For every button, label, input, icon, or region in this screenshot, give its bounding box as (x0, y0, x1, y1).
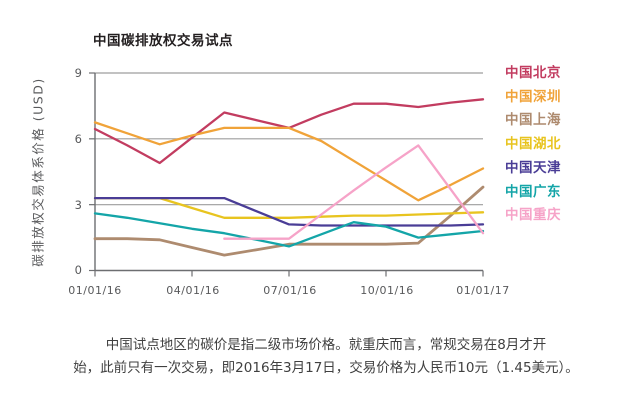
legend: 中国北京 中国深圳 中国上海 中国湖北 中国天津 中国广东 中国重庆 (505, 62, 561, 228)
x-tick-label-jan16: 01/01/16 (68, 284, 122, 297)
legend-item-tianjin: 中国天津 (505, 159, 561, 176)
footnote-line-2: 始，此前只有一次交易，即2016年3月17日，交易价格为人民币10元（1.45美… (73, 360, 579, 376)
chart-title: 中国碳排放权交易试点 (93, 33, 233, 49)
legend-item-beijing: 中国北京 (505, 65, 561, 81)
footnote-line-1: 中国试点地区的碳价是指二级市场价格。就重庆而言，常规交易在8月才开 (105, 337, 547, 353)
legend-item-shanghai: 中国上海 (505, 112, 561, 129)
y-tick-label-9: 9 (74, 66, 82, 80)
series-line-shenzhen (93, 121, 485, 202)
y-tick-label-0: 0 (74, 263, 82, 277)
y-tick-label-3: 3 (74, 198, 82, 212)
series-line-hubei (93, 196, 485, 219)
x-tick-label-jan17: 01/01/17 (456, 284, 510, 297)
legend-item-chongqing: 中国重庆 (505, 207, 561, 224)
x-tick-label-oct16: 10/01/16 (360, 284, 414, 297)
legend-item-shenzhen: 中国深圳 (505, 88, 561, 105)
x-tick-label-jul16: 07/01/16 (263, 284, 317, 297)
y-tick-label-6: 6 (74, 132, 82, 146)
legend-item-hubei: 中国湖北 (505, 136, 561, 153)
footnote: 中国试点地区的碳价是指二级市场价格。就重庆而言，常规交易在8月才开 始，此前只有… (58, 334, 594, 380)
series-line-chongqing (223, 144, 485, 240)
series-line-shanghai (93, 185, 485, 257)
legend-item-guangdong: 中国广东 (505, 183, 561, 200)
x-tick-label-apr16: 04/01/16 (166, 284, 220, 297)
series-line-guangdong (93, 212, 485, 248)
series-line-tianjin (93, 196, 485, 227)
